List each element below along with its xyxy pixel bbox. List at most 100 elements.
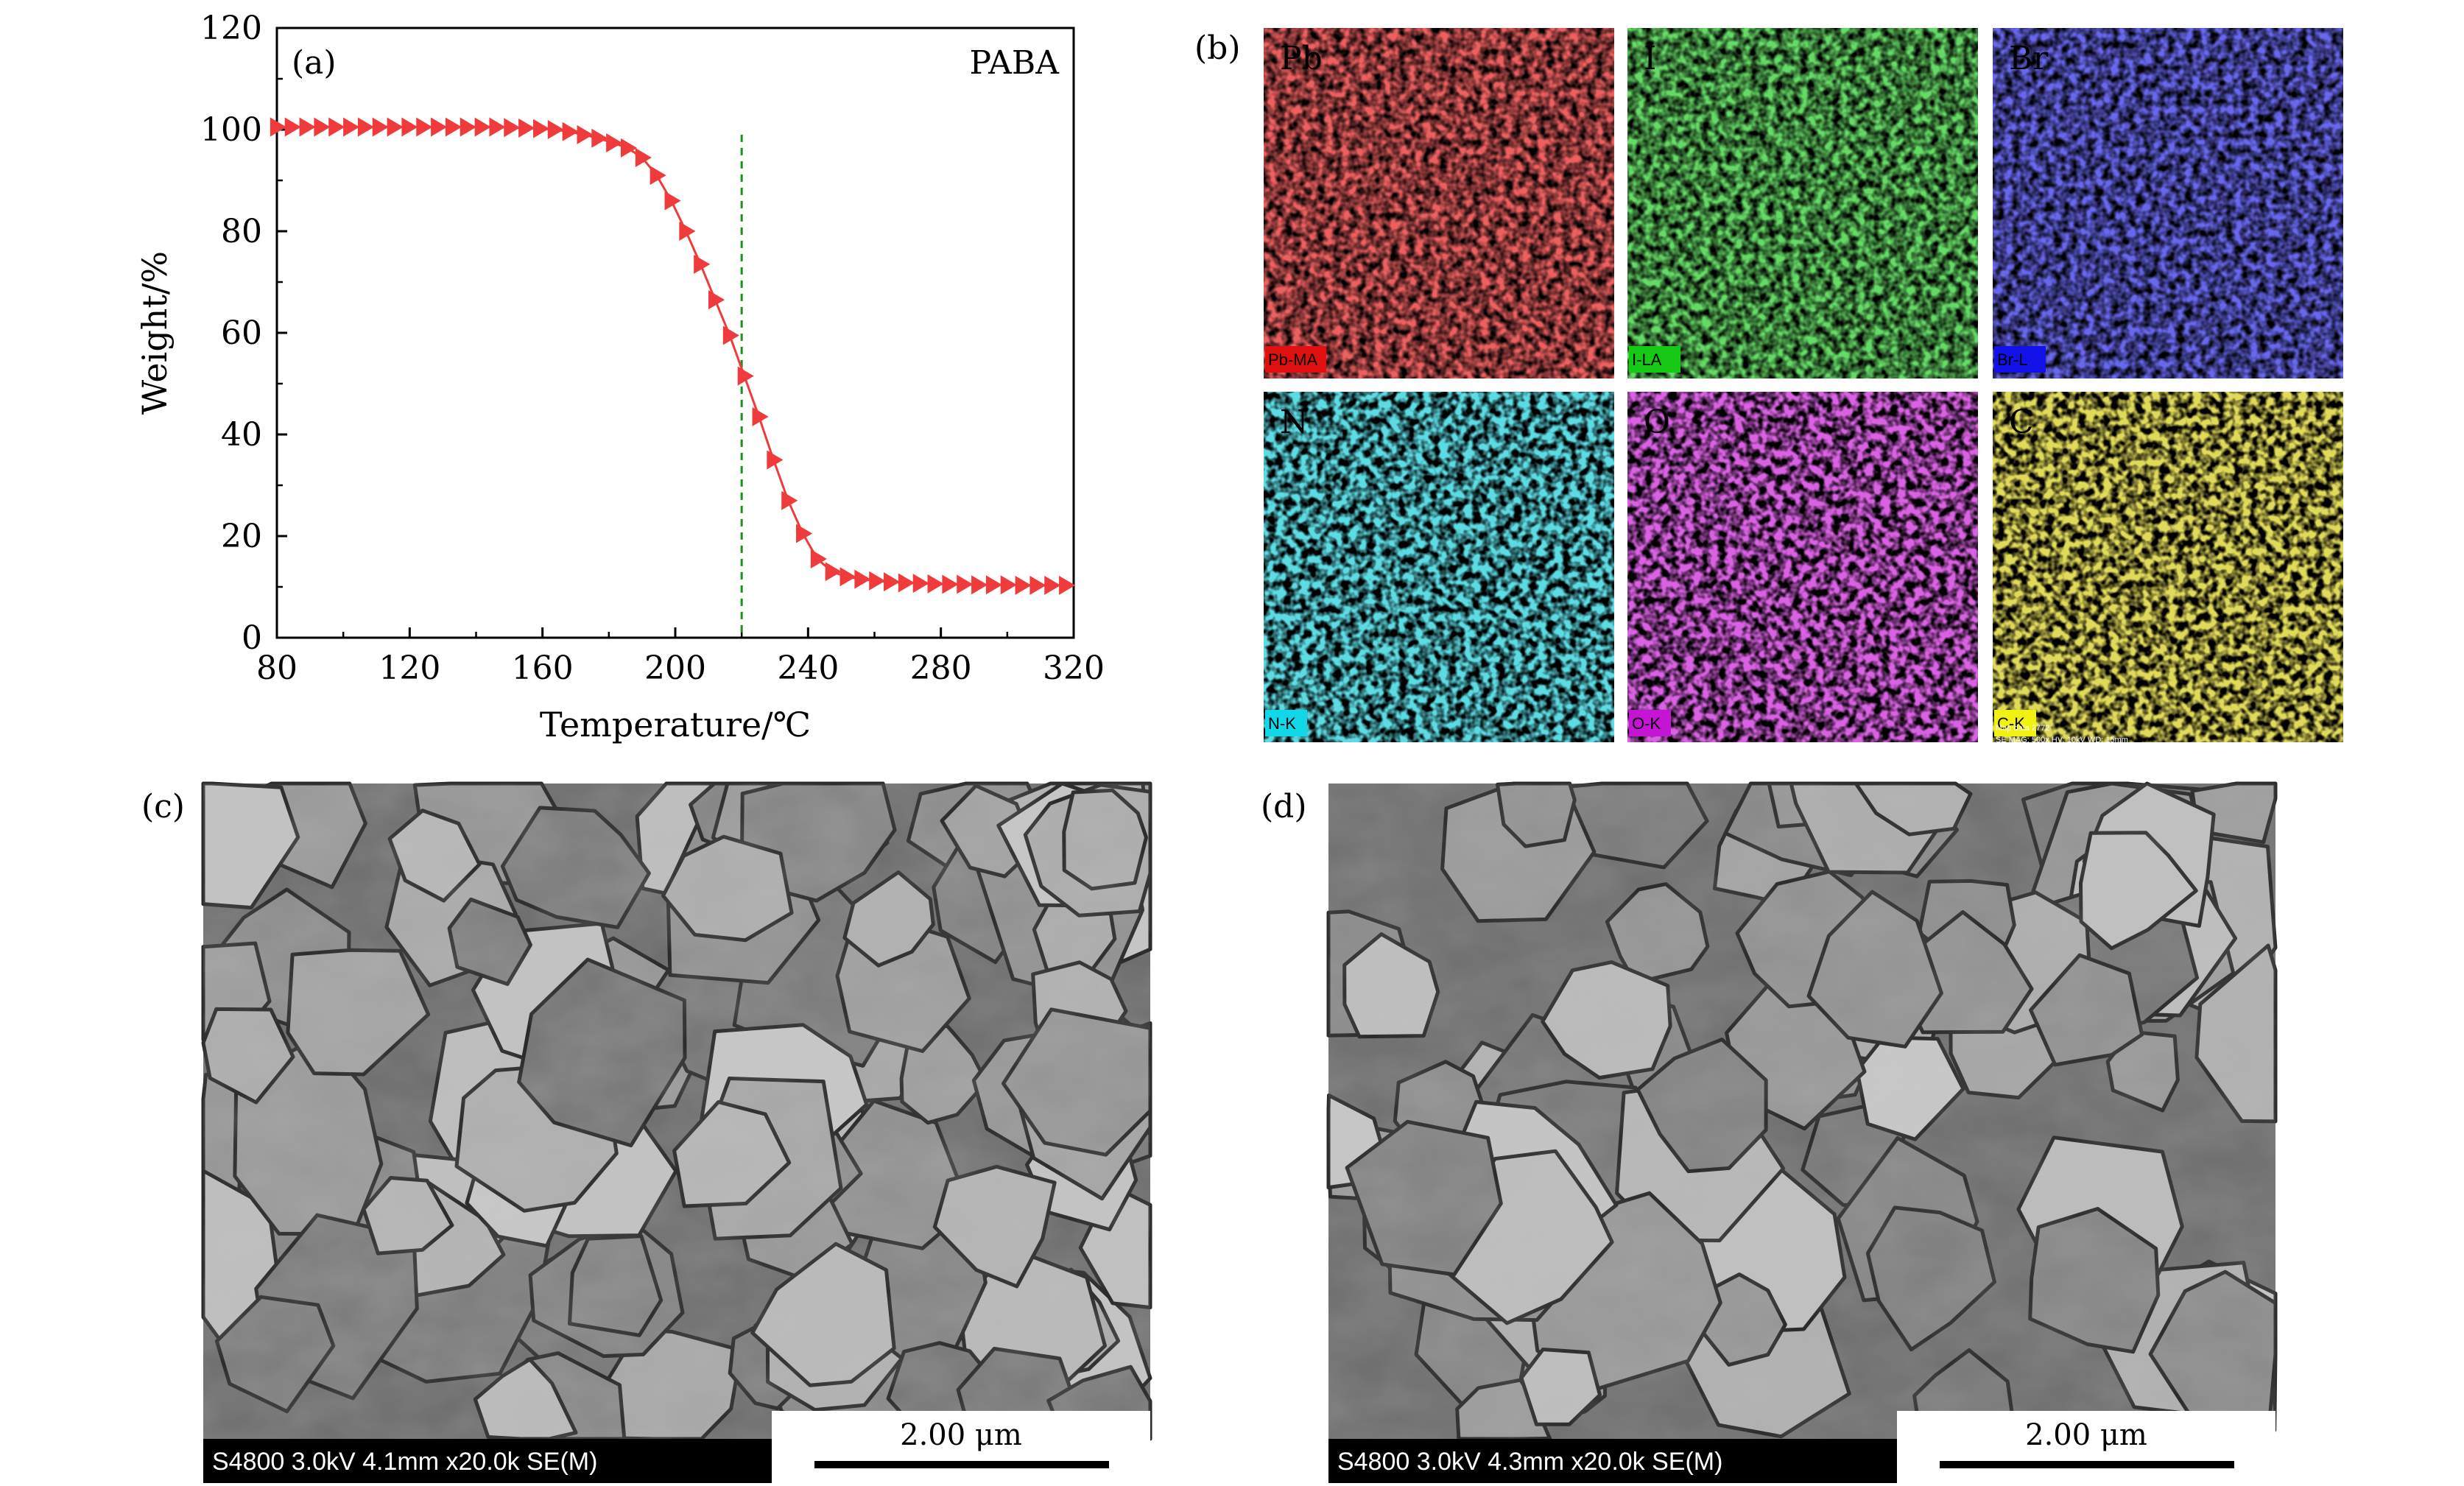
data-point-marker xyxy=(898,573,915,593)
data-point-marker xyxy=(810,549,827,569)
eds-element-label: Br xyxy=(2009,40,2049,77)
eds-tag-label: Pb-MA xyxy=(1268,351,1318,369)
y-tick-label: 120 xyxy=(200,10,262,47)
sem-info-text: S4800 3.0kV 4.1mm x20.0k SE(M) xyxy=(212,1448,597,1476)
data-point-marker xyxy=(416,117,433,137)
y-tick-label: 80 xyxy=(221,213,262,250)
chart-title: PABA xyxy=(970,44,1060,82)
data-point-marker xyxy=(635,147,652,167)
eds-element-label: Pb xyxy=(1280,40,1323,77)
data-point-marker xyxy=(884,572,901,592)
data-point-marker xyxy=(1015,575,1032,595)
eds-tag-bg xyxy=(1265,710,1307,736)
data-point-marker xyxy=(1044,575,1061,595)
eds-tag-label: N-K xyxy=(1268,714,1296,733)
y-tick-label: 40 xyxy=(221,416,262,454)
data-point-marker xyxy=(328,117,345,137)
data-point-marker xyxy=(299,117,316,137)
eds-map-br: Br Br-L xyxy=(1993,28,2343,378)
data-point-marker xyxy=(445,117,462,137)
data-point-marker xyxy=(620,138,638,158)
scale-bar xyxy=(1940,1461,2234,1468)
data-point-marker xyxy=(985,575,1002,595)
data-point-marker xyxy=(1059,575,1076,595)
data-point-marker xyxy=(737,366,754,386)
panel-label-b: (b) xyxy=(1194,29,1241,67)
sem-info-bar xyxy=(203,1439,772,1483)
data-point-marker xyxy=(504,118,521,138)
data-point-marker xyxy=(781,490,798,510)
x-tick-label: 280 xyxy=(910,649,972,687)
scale-bar-box xyxy=(1897,1411,2275,1483)
eds-tag-bg xyxy=(1629,710,1671,736)
eds-tag-bg xyxy=(1994,710,2036,736)
data-point-marker xyxy=(577,124,594,144)
x-tick-label: 120 xyxy=(379,649,440,687)
y-tick-label: 100 xyxy=(200,111,262,149)
panel-label-c: (c) xyxy=(141,788,185,825)
eds-map-i: I I-LA xyxy=(1627,28,1978,378)
sem-info-text: S4800 3.0kV 4.3mm x20.0k SE(M) xyxy=(1337,1448,1722,1476)
x-axis-label: Temperature/℃ xyxy=(540,705,811,744)
panel-label-a: (a) xyxy=(292,44,337,82)
panel-label-d: (d) xyxy=(1261,788,1307,825)
eds-map-info: SE MAG: 500x HV: 10kV WD: 15mm xyxy=(1996,736,2128,744)
data-point-marker xyxy=(547,120,564,139)
data-point-marker xyxy=(562,122,579,141)
eds-tag-label: O-K xyxy=(1632,714,1661,733)
data-point-marker xyxy=(694,254,711,274)
y-tick-label: 0 xyxy=(242,619,262,657)
data-point-marker xyxy=(518,118,535,138)
data-point-marker xyxy=(460,117,476,137)
data-point-marker xyxy=(532,119,550,138)
scale-bar-label: 2.00 μm xyxy=(900,1418,1022,1452)
data-point-marker xyxy=(650,166,666,186)
plot-frame xyxy=(275,27,1075,639)
data-point-marker xyxy=(343,117,360,137)
data-point-marker xyxy=(314,117,331,137)
data-point-marker xyxy=(825,562,842,582)
data-point-marker xyxy=(722,325,739,345)
sem-image-c: S4800 3.0kV 4.1mm x20.0k SE(M) 2.00 μm xyxy=(201,781,1152,1483)
eds-tag-label: I-LA xyxy=(1632,351,1662,369)
data-point-marker xyxy=(767,450,784,470)
data-point-marker xyxy=(971,575,988,595)
scale-bar-label: 2.00 μm xyxy=(2025,1418,2147,1452)
data-point-marker xyxy=(606,133,623,152)
data-point-marker xyxy=(591,128,608,148)
data-point-marker xyxy=(1000,575,1017,595)
series-markers xyxy=(270,117,1076,595)
data-point-marker xyxy=(270,117,286,137)
y-axis-ticks: 0 20 40 60 80 100 120 xyxy=(200,10,287,657)
scale-bar-box xyxy=(772,1411,1150,1483)
eds-element-label: C xyxy=(2009,404,2034,441)
data-point-marker xyxy=(708,290,725,310)
data-point-marker xyxy=(357,117,375,137)
x-tick-label: 160 xyxy=(512,649,574,687)
data-point-marker xyxy=(839,567,856,587)
eds-tag-bg xyxy=(1994,346,2046,373)
eds-tag-bg xyxy=(1629,346,1680,373)
data-point-marker xyxy=(431,117,448,137)
eds-element-label: I xyxy=(1644,40,1656,77)
eds-element-label: O xyxy=(1644,404,1670,441)
eds-tag-bg xyxy=(1265,346,1326,373)
chart-panel-a: 80 120 160 200 240 280 320 0 20 40 60 80 100 120 (a)… xyxy=(135,10,1105,744)
eds-map-n: N N-K xyxy=(1264,392,1614,742)
data-point-marker xyxy=(912,574,929,594)
y-tick-label: 20 xyxy=(221,518,262,555)
x-tick-label: 80 xyxy=(256,649,298,687)
eds-map-o: O O-K xyxy=(1627,392,1978,742)
eds-tag-label: Br-L xyxy=(1997,351,2028,369)
eds-map-pb: Pb Pb-MA xyxy=(1264,28,1614,378)
y-tick-label: 60 xyxy=(221,314,262,352)
x-tick-label: 320 xyxy=(1043,649,1105,687)
scale-bar xyxy=(814,1461,1109,1468)
data-point-marker xyxy=(796,524,813,543)
x-tick-label: 240 xyxy=(777,649,839,687)
y-axis-label: Weight/% xyxy=(135,251,175,415)
eds-map-info: Map data 2772 xyxy=(1996,724,2049,733)
data-point-marker xyxy=(927,574,944,594)
